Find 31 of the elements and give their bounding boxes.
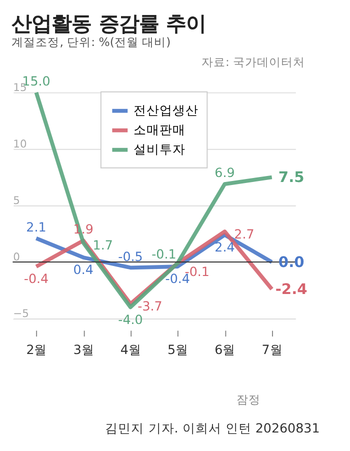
chart-title: 산업활동 증감률 추이 bbox=[12, 11, 206, 36]
text: 자료: 국가데이터처 bbox=[201, 55, 306, 69]
x-tick-label: 7월 bbox=[262, 342, 283, 358]
chart-subtitle: 계절조정, 단위: %(전월 대비) bbox=[12, 35, 171, 50]
data-label: 2.1 bbox=[26, 219, 46, 234]
text: 잠정 bbox=[236, 392, 260, 406]
text: 김민지 기자. 이희서 인턴 20260831 bbox=[105, 420, 320, 436]
y-tick-label: −5 bbox=[13, 307, 29, 320]
legend-label: 설비투자 bbox=[134, 142, 186, 157]
data-label: -4.0 bbox=[118, 312, 143, 327]
x-tick-label: 3월 bbox=[73, 342, 94, 358]
y-tick-label: 10 bbox=[13, 138, 27, 151]
data-label: -0.4 bbox=[24, 271, 49, 286]
data-label: -0.5 bbox=[118, 248, 143, 264]
data-label: 2.4 bbox=[214, 239, 235, 254]
data-label: 6.9 bbox=[214, 165, 235, 180]
y-tick-label: 0 bbox=[13, 250, 20, 264]
x-tick-label: 2월 bbox=[26, 342, 48, 358]
x-tick-label: 5월 bbox=[168, 342, 189, 358]
y-tick-label: 5 bbox=[13, 194, 20, 208]
legend-label: 소매판매 bbox=[134, 122, 186, 138]
data-label: 2.7 bbox=[234, 226, 254, 242]
data-label: -2.4 bbox=[275, 281, 308, 298]
data-label: 1.7 bbox=[92, 238, 113, 253]
data-label: -0.1 bbox=[152, 246, 176, 262]
x-tick-label: 4월 bbox=[120, 342, 142, 358]
data-label: 0.4 bbox=[73, 262, 94, 278]
x-tick-label: 6월 bbox=[214, 342, 236, 358]
legend-label: 전산업생산 bbox=[134, 102, 199, 118]
data-label: -3.7 bbox=[138, 298, 162, 314]
data-label: 7.5 bbox=[278, 169, 304, 186]
